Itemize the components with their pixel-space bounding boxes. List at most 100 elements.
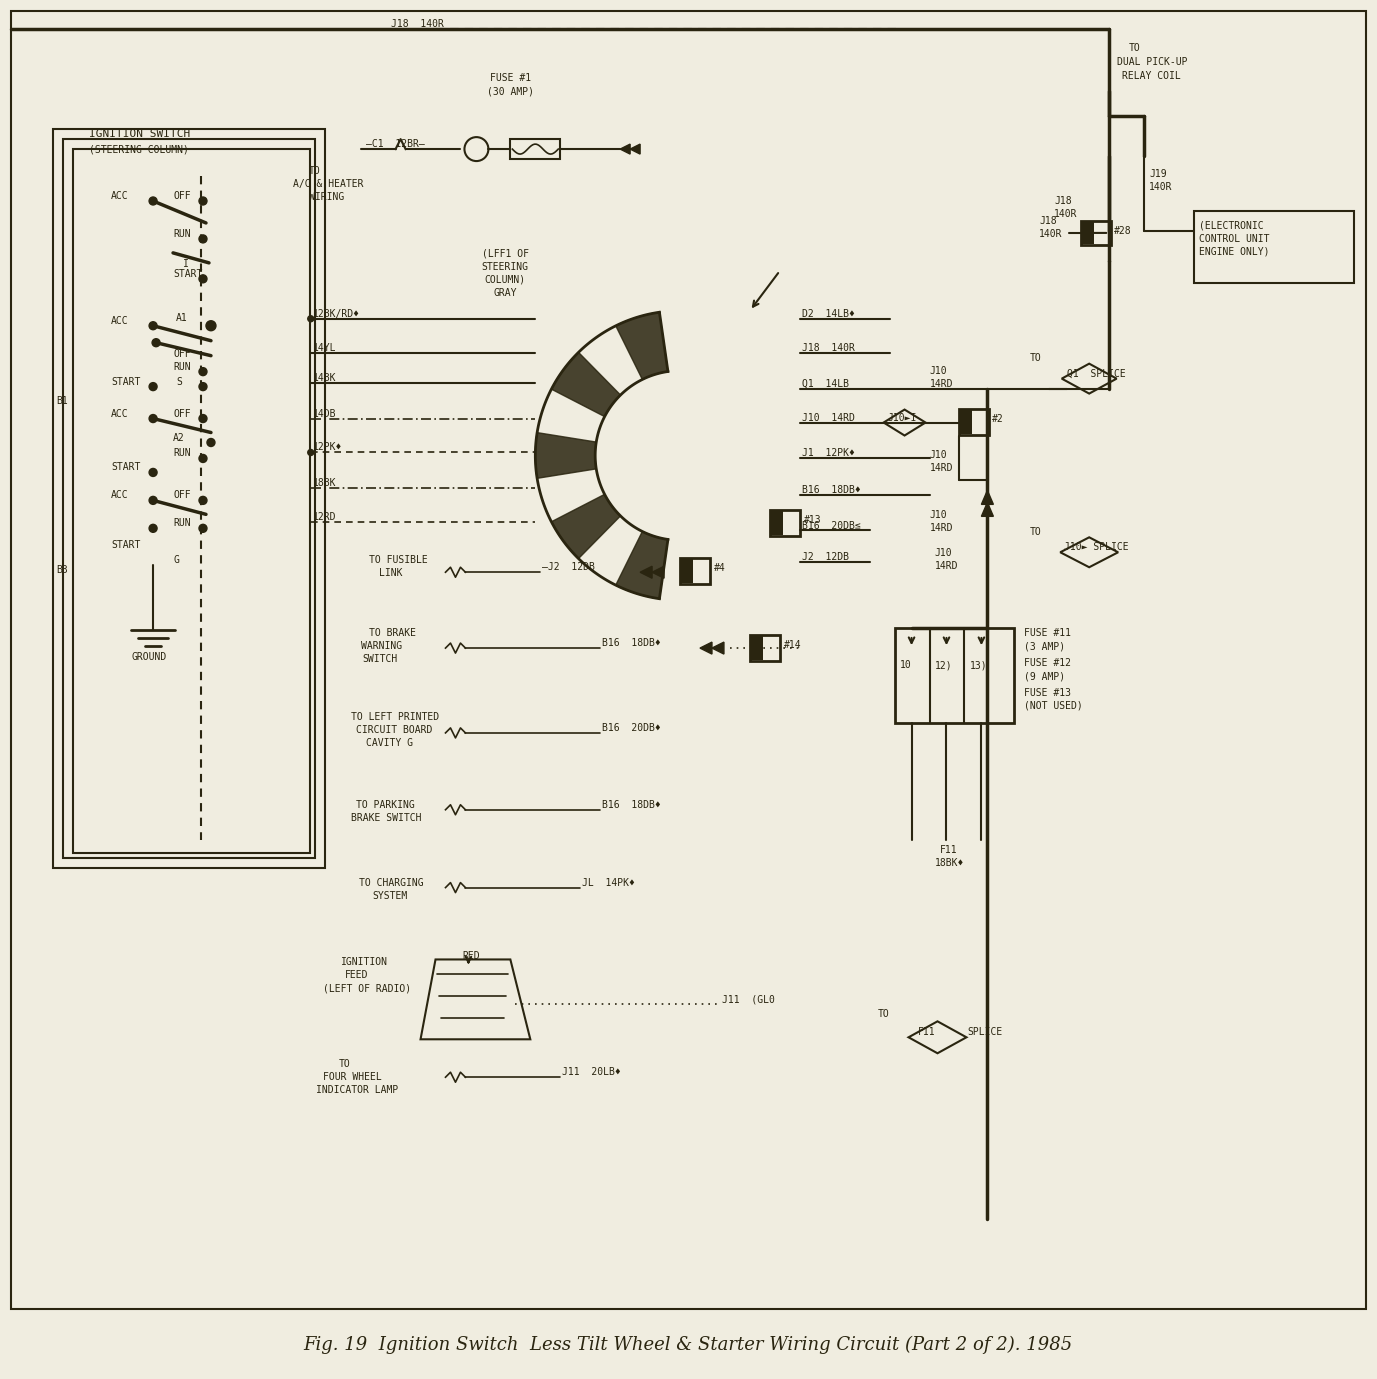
Bar <box>680 558 711 585</box>
Text: J10  14RD: J10 14RD <box>801 412 855 422</box>
Text: 14RD: 14RD <box>935 561 958 571</box>
Bar <box>960 410 972 433</box>
Text: CONTROL UNIT: CONTROL UNIT <box>1199 234 1270 244</box>
Polygon shape <box>620 143 631 154</box>
Text: A/C & HEATER: A/C & HEATER <box>293 179 364 189</box>
Text: B16  18DB♦: B16 18DB♦ <box>801 485 861 495</box>
Bar <box>750 636 763 661</box>
Text: FUSE #12: FUSE #12 <box>1024 658 1071 667</box>
Text: 14RD: 14RD <box>929 379 953 389</box>
Text: G: G <box>174 556 179 565</box>
Text: COLUMN): COLUMN) <box>485 274 526 285</box>
Text: (NOT USED): (NOT USED) <box>1024 701 1084 712</box>
Text: TO FUSIBLE: TO FUSIBLE <box>369 556 427 565</box>
Text: RED: RED <box>463 952 481 961</box>
Text: GRAY: GRAY <box>493 288 518 298</box>
Text: J10►I: J10►I <box>888 412 917 422</box>
Text: A1: A1 <box>176 313 187 323</box>
Text: CAVITY G: CAVITY G <box>366 738 413 747</box>
Text: J19: J19 <box>1148 170 1166 179</box>
Text: SYSTEM: SYSTEM <box>373 891 408 900</box>
Text: ACC: ACC <box>112 192 129 201</box>
Circle shape <box>149 382 157 390</box>
Text: I: I <box>183 259 189 269</box>
Text: (LEFT OF RADIO): (LEFT OF RADIO) <box>322 983 410 993</box>
Polygon shape <box>640 567 653 578</box>
Text: ACC: ACC <box>112 316 129 325</box>
Text: TO BRAKE: TO BRAKE <box>369 627 416 638</box>
Text: F11: F11 <box>939 845 957 855</box>
Text: 12BK/RD♦: 12BK/RD♦ <box>313 309 359 319</box>
Text: J2  12DB: J2 12DB <box>801 552 848 563</box>
Text: ENGINE ONLY): ENGINE ONLY) <box>1199 247 1270 256</box>
Text: TO: TO <box>1030 527 1041 538</box>
Text: OFF: OFF <box>174 349 190 359</box>
Text: —C1  12BR—: —C1 12BR— <box>366 139 424 149</box>
Circle shape <box>149 321 157 330</box>
Text: TO CHARGING: TO CHARGING <box>358 877 423 888</box>
Bar <box>771 512 782 535</box>
Text: START: START <box>112 376 140 386</box>
Text: J1  12PK♦: J1 12PK♦ <box>801 448 855 458</box>
Text: Q1  14LB: Q1 14LB <box>801 379 848 389</box>
Polygon shape <box>712 643 724 654</box>
Text: (STEERING COLUMN): (STEERING COLUMN) <box>90 143 189 154</box>
Text: 140R: 140R <box>1148 182 1173 192</box>
Text: DUAL PICK-UP: DUAL PICK-UP <box>1117 58 1187 68</box>
Circle shape <box>200 455 207 462</box>
Text: (3 AMP): (3 AMP) <box>1024 641 1066 651</box>
Polygon shape <box>616 312 668 379</box>
Polygon shape <box>616 531 668 598</box>
Circle shape <box>149 524 157 532</box>
Circle shape <box>149 496 157 505</box>
Text: FUSE #13: FUSE #13 <box>1024 688 1071 698</box>
Text: 14YL: 14YL <box>313 343 336 353</box>
Text: START: START <box>112 541 140 550</box>
Circle shape <box>308 316 314 321</box>
Text: OFF: OFF <box>174 192 190 201</box>
Text: B16  20DB≦: B16 20DB≦ <box>801 520 861 531</box>
Text: 14DB: 14DB <box>313 408 336 419</box>
Bar <box>511 139 560 159</box>
Text: RUN: RUN <box>174 448 190 458</box>
Text: INDICATOR LAMP: INDICATOR LAMP <box>315 1085 398 1095</box>
Text: Q1  SPLICE: Q1 SPLICE <box>1067 368 1126 379</box>
Bar <box>54 130 325 867</box>
Text: J10: J10 <box>935 549 952 558</box>
Text: 18BK: 18BK <box>313 479 336 488</box>
Text: Fig. 19  Ignition Switch  Less Tilt Wheel & Starter Wiring Circuit (Part 2 of 2): Fig. 19 Ignition Switch Less Tilt Wheel … <box>303 1335 1073 1354</box>
Text: 140R: 140R <box>1040 229 1063 239</box>
Polygon shape <box>982 502 993 516</box>
Text: B3: B3 <box>56 565 67 575</box>
Text: JL  14PK♦: JL 14PK♦ <box>582 877 635 888</box>
Text: B1: B1 <box>56 396 67 405</box>
Text: TO: TO <box>877 1009 890 1019</box>
Text: J18  140R: J18 140R <box>391 19 443 29</box>
Text: RUN: RUN <box>174 361 190 372</box>
Text: RELAY COIL: RELAY COIL <box>1122 72 1181 81</box>
Text: LINK: LINK <box>379 568 402 578</box>
Circle shape <box>149 415 157 422</box>
Text: J18: J18 <box>1055 196 1071 205</box>
Text: BRAKE SWITCH: BRAKE SWITCH <box>351 812 421 823</box>
Text: 12PK♦: 12PK♦ <box>313 443 341 452</box>
Text: OFF: OFF <box>174 408 190 419</box>
Text: (LFF1 OF: (LFF1 OF <box>482 248 529 259</box>
Circle shape <box>200 382 207 390</box>
Polygon shape <box>631 143 640 154</box>
Text: J18  140R: J18 140R <box>801 343 855 353</box>
Text: #2: #2 <box>993 414 1004 423</box>
Text: B16  20DB♦: B16 20DB♦ <box>602 723 661 732</box>
Circle shape <box>200 197 207 205</box>
Text: TO: TO <box>308 165 321 177</box>
Bar <box>750 636 779 661</box>
Text: 18BK♦: 18BK♦ <box>935 858 964 867</box>
Text: #14: #14 <box>784 640 801 650</box>
Text: J11  20LB♦: J11 20LB♦ <box>562 1067 621 1077</box>
Bar <box>1194 211 1354 283</box>
Text: IGNITION SWITCH: IGNITION SWITCH <box>90 130 190 139</box>
Text: J18: J18 <box>1040 217 1058 226</box>
Circle shape <box>200 496 207 505</box>
Bar <box>770 510 800 536</box>
Text: (30 AMP): (30 AMP) <box>487 87 534 97</box>
